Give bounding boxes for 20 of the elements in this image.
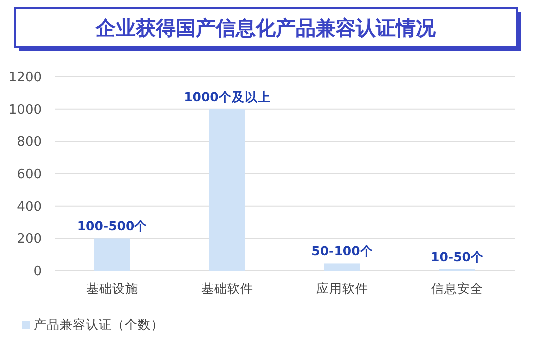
chart-title: 企业获得国产信息化产品兼容认证情况 xyxy=(95,16,437,40)
y-tick-label: 800 xyxy=(17,135,42,150)
y-tick-label: 1000 xyxy=(8,102,42,118)
data-label: 50-100个 xyxy=(312,244,374,259)
data-label: 10-50个 xyxy=(431,249,485,264)
y-tick-label: 400 xyxy=(17,200,42,215)
data-label: 100-500个 xyxy=(77,218,149,234)
legend-label: 产品兼容认证（个数） xyxy=(34,317,164,332)
x-tick-label: 基础设施 xyxy=(86,281,138,296)
bar xyxy=(210,109,246,271)
data-label: 1000个及以上 xyxy=(184,89,271,104)
x-tick-label: 应用软件 xyxy=(316,281,368,296)
y-tick-label: 0 xyxy=(34,264,42,280)
bar xyxy=(324,264,360,271)
x-tick-label: 信息安全 xyxy=(432,281,484,296)
y-tick-label: 200 xyxy=(17,232,42,248)
x-tick-label: 基础软件 xyxy=(202,281,254,296)
y-tick-label: 600 xyxy=(17,168,42,183)
y-tick-label: 1200 xyxy=(8,70,42,86)
bar xyxy=(94,238,130,271)
